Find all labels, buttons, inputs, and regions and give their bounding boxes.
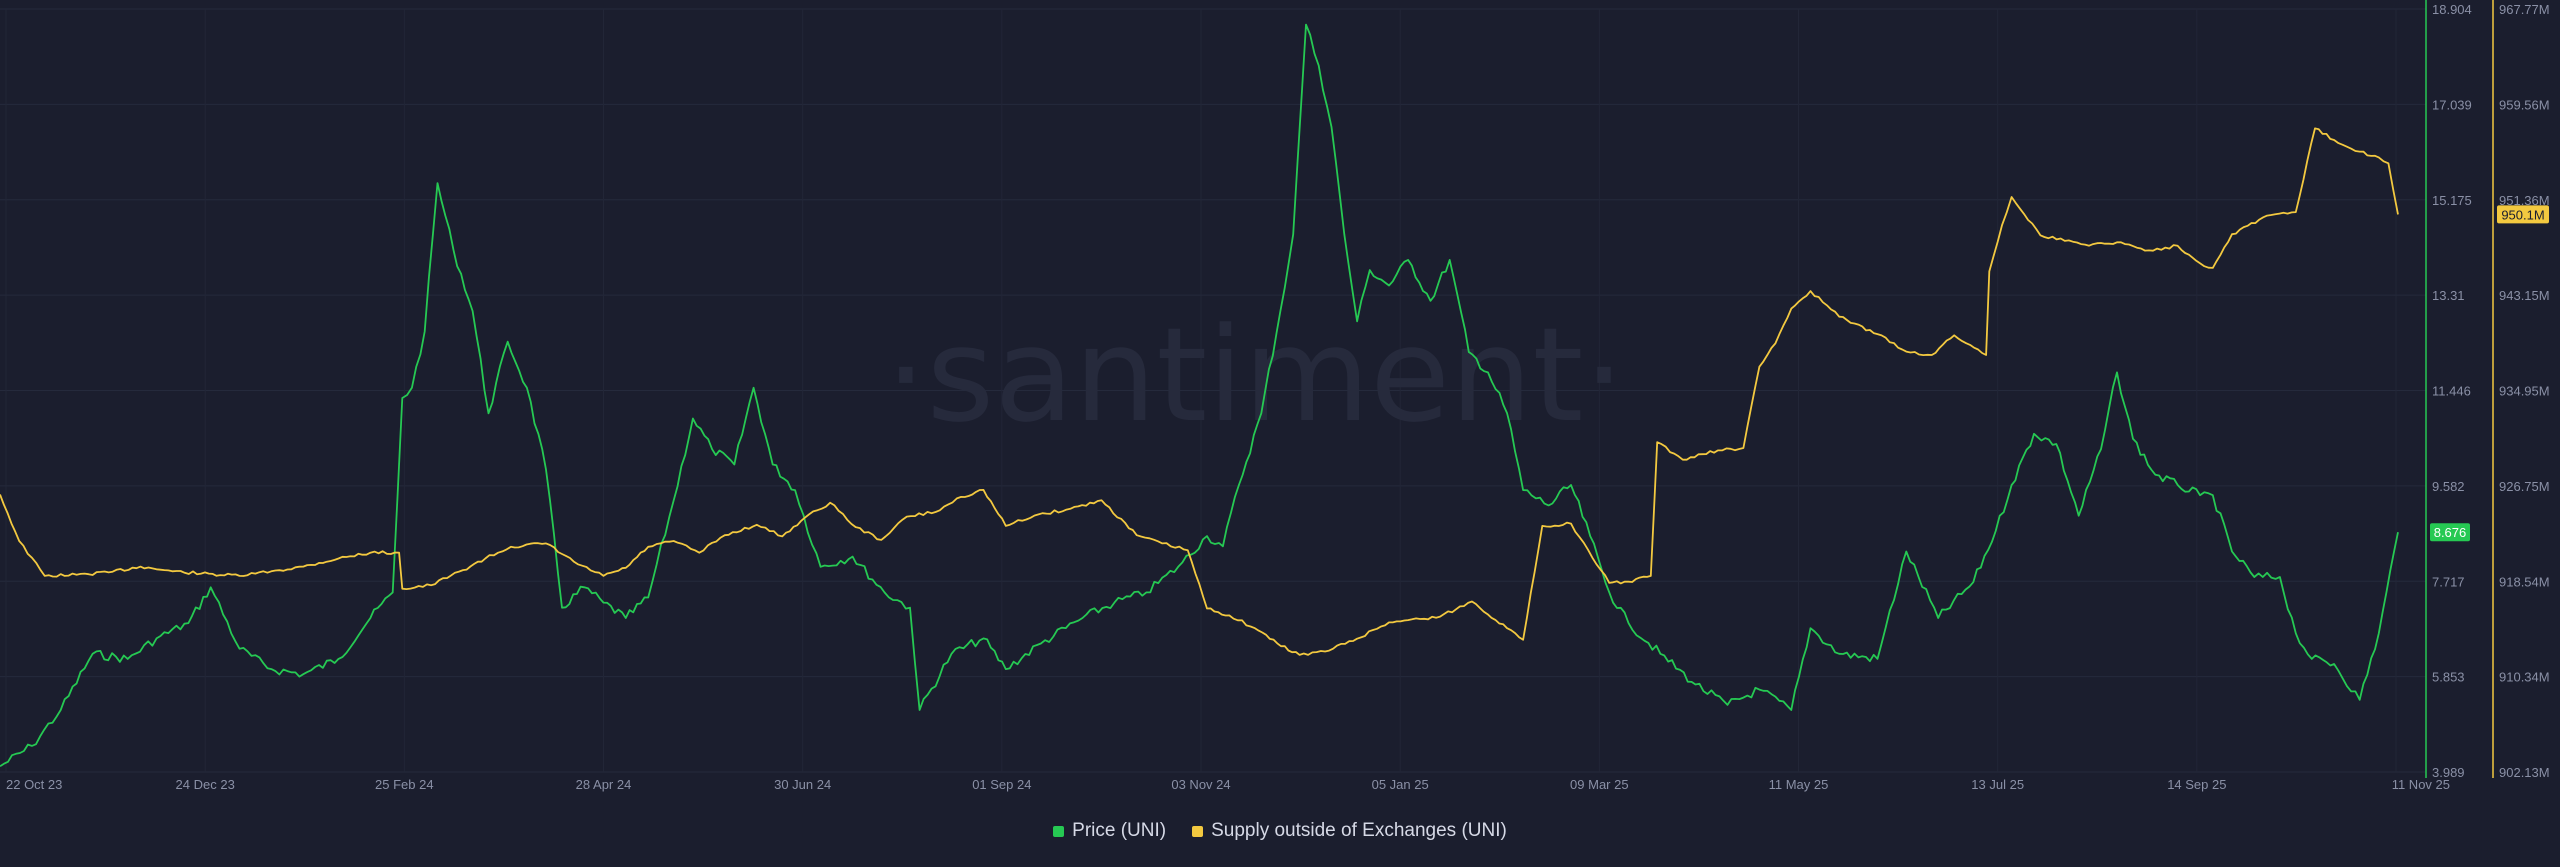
supply-line [0,127,2399,656]
right-axis-tick-label: 967.77M [2499,2,2550,17]
legend: Price (UNI) Supply outside of Exchanges … [0,820,2560,842]
legend-label-supply: Supply outside of Exchanges (UNI) [1211,820,1507,841]
grid [0,8,2426,773]
supply-current-badge [2497,205,2549,224]
legend-label-price: Price (UNI) [1072,820,1167,841]
left-axis-tick-label: 7.717 [2432,574,2465,589]
price-current-badge [2430,523,2470,542]
left-axis-tick-label: 18.904 [2432,2,2472,17]
legend-item-price[interactable]: Price (UNI) [1053,820,1166,842]
x-axis-tick-label: 03 Nov 24 [1171,777,1230,792]
left-axis-tick-label: 5.853 [2432,670,2465,685]
left-axis-tick-label: 15.175 [2432,193,2472,208]
left-axis-tick-label: 11.446 [2432,384,2471,399]
series-layer [0,23,2399,768]
left-axis-tick-label: 9.582 [2432,479,2465,494]
watermark: ·santiment· [885,299,1625,451]
price-current-label: 8.676 [2434,525,2467,540]
right-axis-tick-label: 934.95M [2499,384,2550,399]
x-axis-tick-label: 24 Dec 23 [176,777,235,792]
right-axis-tick-label: 918.54M [2499,574,2550,589]
x-axis-tick-label: 22 Oct 23 [6,777,62,792]
left-axis-tick-label: 17.039 [2432,97,2472,112]
left-axis-tick-label: 13.31 [2432,288,2465,303]
right-axis-tick-label: 910.34M [2499,670,2550,685]
x-axis-tick-label: 01 Sep 24 [972,777,1031,792]
right-axis-tick-label: 951.36M [2499,193,2550,208]
x-axis-tick-label: 13 Jul 25 [1971,777,2024,792]
right-axis-tick-label: 926.75M [2499,479,2550,494]
x-axis-tick-label: 11 Nov 25 [2392,777,2450,792]
legend-item-supply[interactable]: Supply outside of Exchanges (UNI) [1192,820,1507,842]
right-axis-tick-label: 959.56M [2499,97,2550,112]
legend-swatch-price [1053,825,1065,837]
axes: 18.904 17.039 15.175 13.31 11.446 9.582 7.717 5… [6,0,2550,792]
x-axis-tick-label: 30 Jun 24 [774,777,831,792]
x-axis-tick-label: 11 May 25 [1769,777,1829,792]
x-axis-tick-label: 25 Feb 24 [375,777,434,792]
right-axis-tick-label: 902.13M [2499,765,2550,780]
x-axis-tick-label: 28 Apr 24 [576,777,632,792]
x-axis-tick-label: 09 Mar 25 [1570,777,1629,792]
price-line [0,23,2399,768]
right-axis-tick-label: 943.15M [2499,288,2550,303]
legend-swatch-supply [1192,825,1204,837]
supply-current-label: 950.1M [2501,207,2544,222]
x-axis-tick-label: 05 Jan 25 [1372,777,1429,792]
left-axis-tick-label: 3.989 [2432,765,2465,780]
x-axis-tick-label: 14 Sep 25 [2167,777,2226,792]
